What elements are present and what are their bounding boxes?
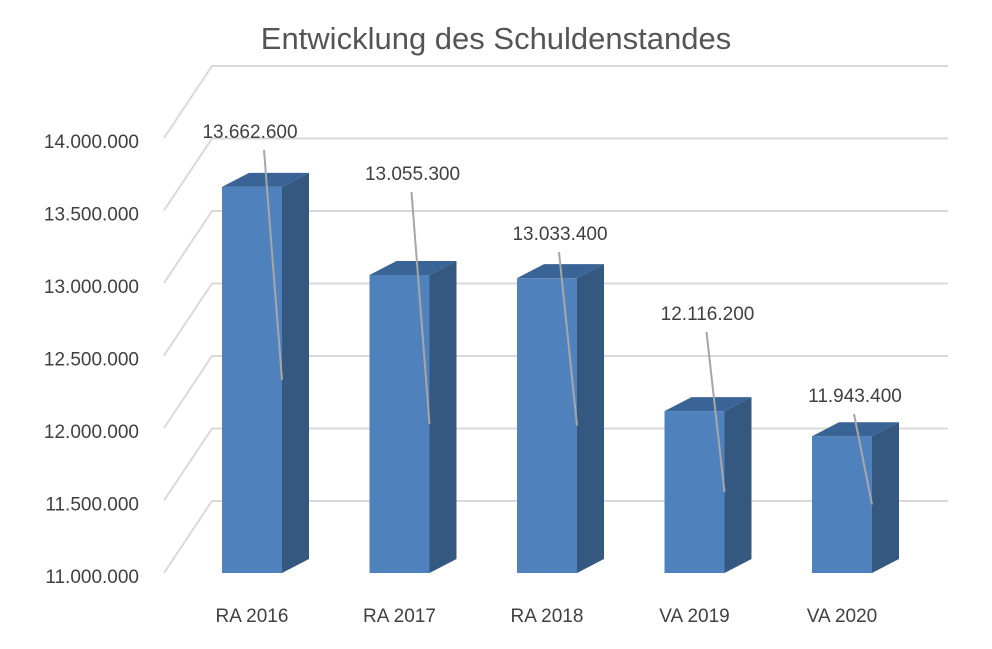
- bar: [517, 264, 604, 573]
- x-tick-label: VA 2020: [807, 606, 877, 627]
- x-tick-label: RA 2018: [511, 606, 584, 627]
- bar: [369, 260, 457, 573]
- data-label-leader: [558, 251, 578, 426]
- data-label-leader: [853, 413, 873, 505]
- x-tick-label: RA 2017: [363, 606, 436, 627]
- gridline: [163, 65, 948, 139]
- data-label-leader: [705, 331, 726, 493]
- data-label-leader: [410, 191, 431, 425]
- data-label: 12.116.200: [661, 304, 755, 325]
- data-label: 13.662.600: [202, 122, 297, 143]
- y-tick-label: 11.000.000: [45, 567, 139, 588]
- data-labels: 13.662.600 13.055.300 13.033.400 12.116.200…: [202, 122, 902, 505]
- x-tick-label: VA 2019: [659, 606, 729, 627]
- grid: [163, 65, 948, 574]
- data-label-leader: [263, 149, 283, 381]
- gridline: [163, 355, 948, 429]
- y-tick-label: 12.000.000: [44, 422, 139, 443]
- y-tick-label: 13.000.000: [44, 277, 139, 298]
- y-tick-label: 12.500.000: [44, 350, 139, 371]
- y-tick-label: 13.500.000: [44, 205, 139, 226]
- gridline: [163, 282, 948, 357]
- y-tick-label: 14.000.000: [44, 132, 139, 153]
- data-label: 13.055.300: [365, 164, 460, 185]
- chart-title: Entwicklung des Schuldenstandes: [261, 21, 731, 56]
- gridline: [163, 210, 948, 284]
- gridline: [163, 137, 948, 212]
- data-label: 13.033.400: [512, 224, 607, 245]
- x-axis-labels: RA 2016 RA 2017 RA 2018 VA 2019 VA 2020: [216, 606, 878, 627]
- y-tick-label: 11.500.000: [45, 495, 139, 516]
- x-tick-label: RA 2016: [216, 606, 289, 627]
- bar: [664, 397, 752, 573]
- data-label: 11.943.400: [808, 386, 902, 407]
- bar: [222, 172, 309, 573]
- bar: [812, 422, 899, 573]
- y-axis-ticks: 11.000.000 11.500.000 12.000.000 12.500.000…: [44, 132, 139, 588]
